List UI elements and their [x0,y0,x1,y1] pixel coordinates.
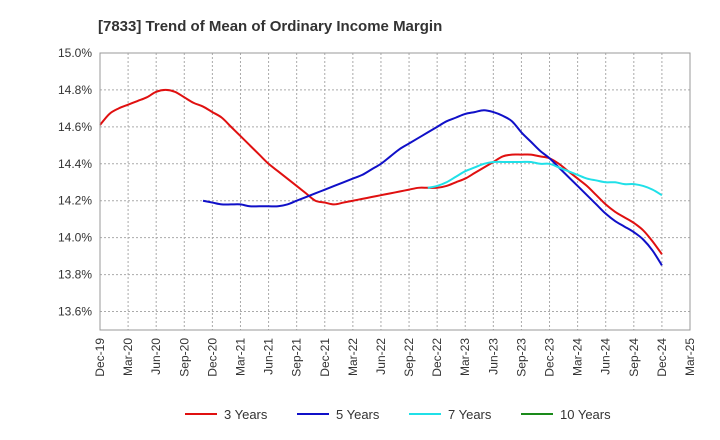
x-tick-label: Jun-23 [486,338,500,375]
chart-title: [7833] Trend of Mean of Ordinary Income … [98,18,442,35]
x-tick-label: Dec-19 [93,338,107,377]
y-tick-label: 13.6% [58,305,92,319]
x-tick-label: Jun-21 [262,338,276,375]
x-tick-label: Dec-24 [655,338,669,377]
x-tick-label: Dec-23 [543,338,557,377]
y-tick-label: 14.4% [58,157,92,171]
x-tick-label: Jun-22 [374,338,388,375]
x-tick-label: Sep-21 [290,338,304,377]
x-tick-label: Dec-21 [318,338,332,377]
x-tick-label: Mar-21 [233,338,247,376]
x-tick-label: Jun-20 [149,338,163,375]
x-tick-label: Dec-22 [430,338,444,377]
x-tick-label: Mar-25 [683,338,697,376]
series-line-5-years [202,109,663,266]
legend-label-5-years: 5 Years [336,407,380,422]
y-tick-label: 13.8% [58,268,92,282]
y-axis-ticks: 13.6% 13.8% 14.0% 14.2% 14.4% 14.6% 14.8% 15.0% [58,46,92,319]
x-tick-label: Dec-20 [205,338,219,377]
series-line-7-years [427,160,663,197]
series-lines [99,88,663,266]
plot-frame [99,52,691,331]
x-tick-label: Sep-24 [627,338,641,377]
x-tick-label: Sep-23 [514,338,528,377]
x-tick-label: Sep-22 [402,338,416,377]
y-tick-label: 14.2% [58,194,92,208]
y-tick-label: 14.8% [58,83,92,97]
x-tick-label: Mar-24 [571,338,585,376]
y-tick-label: 14.0% [58,231,92,245]
y-tick-label: 14.6% [58,120,92,134]
x-axis-ticks: Dec-19 Mar-20 Jun-20 Sep-20 Dec-20 Mar-21 Jun-… [93,338,697,377]
x-tick-label: Mar-22 [346,338,360,376]
legend-label-10-years: 10 Years [560,407,611,422]
legend-label-7-years: 7 Years [448,407,492,422]
legend: 3 Years 5 Years 7 Years 10 Years [185,407,611,422]
x-tick-label: Mar-23 [458,338,472,376]
x-tick-label: Jun-24 [599,338,613,375]
x-tick-label: Mar-20 [121,338,135,376]
legend-label-3-years: 3 Years [224,407,268,422]
x-tick-label: Sep-20 [177,338,191,377]
y-tick-label: 15.0% [58,46,92,60]
